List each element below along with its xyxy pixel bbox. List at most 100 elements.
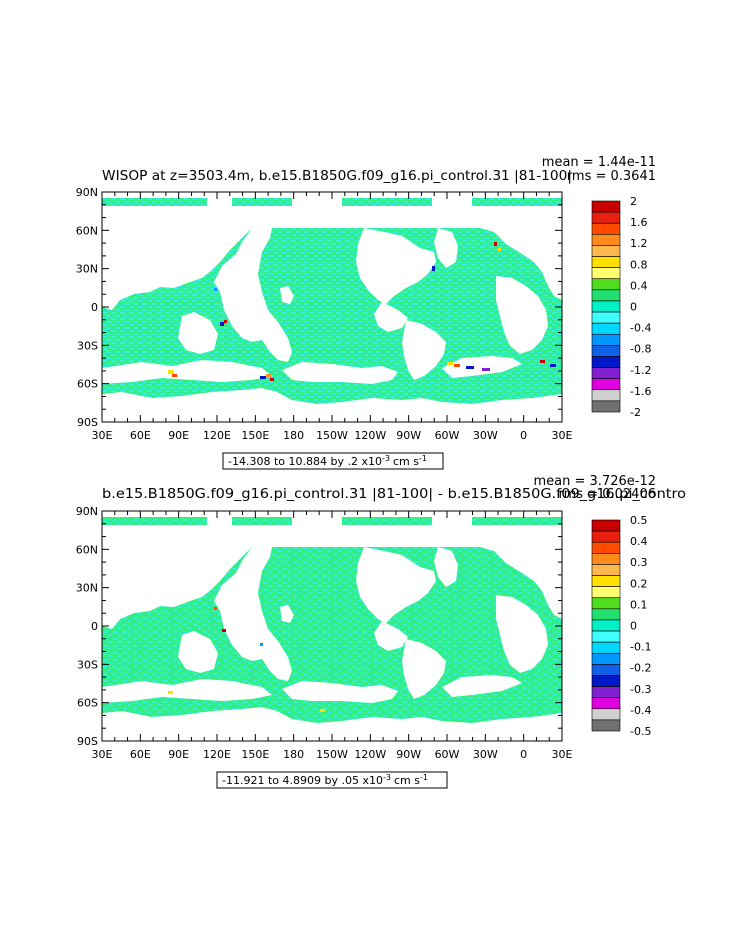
colorbar-swatch <box>591 222 621 235</box>
land-southern-gap <box>282 681 398 703</box>
lon-label: 60W <box>435 748 460 761</box>
land-southern-gap <box>282 362 398 384</box>
colorbar-swatch <box>591 608 621 621</box>
lon-label: 150W <box>316 429 348 442</box>
lon-label: 90E <box>168 748 189 761</box>
lon-label: 60W <box>435 429 460 442</box>
colorbar-label: 0.1 <box>630 598 648 611</box>
panel-1-map <box>101 191 563 423</box>
lon-label: 60E <box>130 748 151 761</box>
colorbar-swatch <box>591 234 621 246</box>
arctic-land <box>102 525 562 547</box>
colorbar-swatch <box>591 300 621 313</box>
panel-2-map <box>101 510 563 742</box>
hotspot <box>266 374 271 377</box>
lon-label: 30E <box>92 429 113 442</box>
colorbar-swatch <box>591 652 621 665</box>
panel-1-mean: mean = 1.44e-11 <box>542 155 656 170</box>
colorbar-label: 2 <box>630 195 637 208</box>
lon-label: 0 <box>520 429 527 442</box>
lon-label: 30E <box>552 748 573 761</box>
land-south-america <box>402 639 446 699</box>
panel-1: mean = 1.44e-11 rms = 0.3641 WISOP at z=… <box>76 155 656 470</box>
colorbar-label: 0.3 <box>630 556 648 569</box>
colorbar-label: 1.6 <box>630 216 648 229</box>
lat-label: 30S <box>77 339 98 352</box>
hotspot <box>550 364 556 367</box>
land-southern-gap <box>102 679 272 703</box>
hotspot <box>498 248 501 251</box>
colorbar-label: -0.4 <box>630 704 651 717</box>
colorbar-label: 0 <box>630 301 637 314</box>
land-asia-east <box>214 547 292 681</box>
arctic-land <box>207 515 232 527</box>
lon-label: 120W <box>354 429 386 442</box>
colorbar-label: -0.4 <box>630 322 651 335</box>
lon-label: 180 <box>283 429 304 442</box>
colorbar-label: 0.4 <box>630 279 648 292</box>
colorbar-label: -0.5 <box>630 725 651 738</box>
lat-label: 30S <box>77 658 98 671</box>
land-greenland <box>434 228 458 268</box>
panel-2: mean = 3.726e-12 rms = 0.02406 b.e15.B18… <box>76 474 686 789</box>
colorbar-swatch <box>591 619 621 632</box>
colorbar-swatch <box>591 697 621 710</box>
colorbar-swatch <box>591 541 621 554</box>
arctic-land <box>292 515 342 527</box>
colorbar-label: 0.5 <box>630 514 648 527</box>
hotspot <box>168 370 174 374</box>
panel-2-range-note: -11.921 to 4.8909 by .05 x10-3 cm s-1 <box>216 771 448 789</box>
colorbar-label: -1.2 <box>630 364 651 377</box>
colorbar-swatch <box>591 641 621 654</box>
hotspot <box>270 378 274 381</box>
hotspot <box>320 709 325 712</box>
colorbar-swatch <box>591 708 621 721</box>
hotspot <box>220 322 224 326</box>
panel-2-lat-axis: 90N 60N 30N 0 30S 60S 90S <box>76 505 562 748</box>
colorbar-swatch <box>591 356 621 368</box>
lon-label: 120E <box>203 748 231 761</box>
colorbar-swatch <box>591 664 621 676</box>
land-southern-gap <box>442 356 522 378</box>
colorbar-swatch <box>591 564 621 576</box>
colorbar-swatch <box>591 245 621 257</box>
land-south-america <box>402 320 446 380</box>
colorbar-label: -0.2 <box>630 662 651 675</box>
colorbar-swatch <box>591 400 621 413</box>
lat-label: 0 <box>91 301 98 314</box>
lon-label: 90W <box>396 748 421 761</box>
lat-label: 0 <box>91 620 98 633</box>
lon-label: 30W <box>473 429 498 442</box>
land-europe <box>480 547 562 619</box>
colorbar-swatch <box>591 200 621 213</box>
lat-label: 60S <box>77 378 98 391</box>
colorbar-swatch <box>591 211 621 224</box>
panel-2-rms: rms = 0.02406 <box>559 487 656 502</box>
range-note-text: -14.308 to 10.884 by .2 x10-3 cm s-1 <box>228 454 427 468</box>
hotspot <box>454 364 460 367</box>
land-southern-gap <box>442 675 522 697</box>
lon-label: 90W <box>396 429 421 442</box>
lat-label: 30N <box>76 582 98 595</box>
land-australia <box>178 312 218 354</box>
lon-label: 60E <box>130 429 151 442</box>
colorbar-swatch <box>591 256 621 268</box>
lat-label: 30N <box>76 263 98 276</box>
colorbar-label: 0.8 <box>630 258 648 271</box>
lon-label: 150E <box>241 748 269 761</box>
panel-1-colorbar: 2 1.6 1.2 0.8 0.4 0 -0.4 -0.8 -1.2 -1.6 -2 <box>591 195 651 419</box>
hotspot <box>214 607 217 610</box>
colorbar-swatch <box>591 575 621 587</box>
colorbar-swatch <box>591 686 621 698</box>
colorbar-swatch <box>591 519 621 532</box>
lon-label: 90E <box>168 429 189 442</box>
panel-1-lat-axis: 90N 60N 30N 0 30S 60S 90S <box>76 186 562 429</box>
colorbar-label: 1.2 <box>630 237 648 250</box>
colorbar-label: 0 <box>630 620 637 633</box>
colorbar-label: 0.2 <box>630 577 648 590</box>
colorbar-swatch <box>591 345 621 357</box>
colorbar-swatch <box>591 675 621 687</box>
colorbar-swatch <box>591 586 621 599</box>
land-africa <box>496 276 548 354</box>
